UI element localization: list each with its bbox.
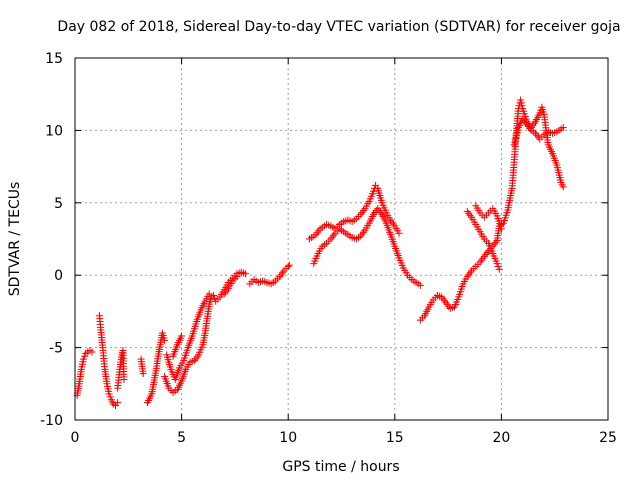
data-points <box>73 96 567 410</box>
data-point <box>81 352 89 360</box>
y-tick-label: -5 <box>49 341 63 357</box>
chart-title: Day 082 of 2018, Sidereal Day-to-day VTE… <box>57 19 620 35</box>
data-point <box>114 399 122 407</box>
data-point <box>495 265 503 273</box>
data-point <box>559 183 567 191</box>
data-point <box>518 102 526 110</box>
y-tick-label: -10 <box>40 413 63 429</box>
data-point <box>205 290 213 298</box>
x-tick-label: 25 <box>599 430 617 446</box>
x-tick-label: 15 <box>386 430 404 446</box>
x-tick-label: 10 <box>279 430 297 446</box>
data-point <box>105 390 113 398</box>
data-point <box>395 229 403 237</box>
data-point <box>210 291 218 299</box>
y-tick-label: 10 <box>45 123 63 139</box>
data-point <box>233 273 241 281</box>
x-tick-label: 5 <box>177 430 186 446</box>
data-point <box>494 263 502 271</box>
data-point <box>536 109 544 117</box>
y-tick-label: 15 <box>45 51 63 67</box>
data-point <box>517 96 525 104</box>
data-point <box>106 393 114 401</box>
x-tick-label: 20 <box>492 430 510 446</box>
data-point <box>493 260 501 268</box>
x-tick-label: 0 <box>71 430 80 446</box>
data-point <box>178 332 186 340</box>
data-point <box>559 124 567 132</box>
data-point <box>88 348 96 356</box>
y-axis-label: SDTVAR / TECUs <box>7 182 23 297</box>
data-point <box>80 355 88 363</box>
data-point <box>242 270 250 278</box>
y-tick-label: 0 <box>54 268 63 284</box>
y-tick-label: 5 <box>54 196 63 212</box>
data-point <box>416 281 424 289</box>
data-point <box>211 294 219 302</box>
axis-ticks: 0 5 10 15 20 25 -10 -5 0 5 10 15 <box>40 51 617 446</box>
data-point <box>285 261 293 269</box>
data-point <box>139 370 147 378</box>
data-point <box>161 336 169 344</box>
data-point <box>284 263 292 271</box>
plot-frame <box>74 57 609 421</box>
data-point <box>497 225 505 233</box>
x-axis-label: GPS time / hours <box>282 459 399 475</box>
data-point <box>517 99 525 107</box>
data-point <box>120 375 128 383</box>
